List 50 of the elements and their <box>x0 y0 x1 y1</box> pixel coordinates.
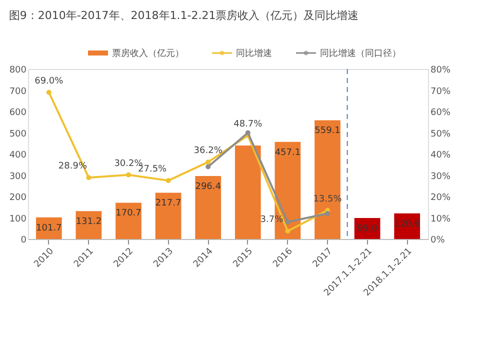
data-label: 131.2 <box>76 217 102 228</box>
point <box>206 160 211 165</box>
point <box>206 164 211 170</box>
y-tick-label: 400 <box>9 150 27 160</box>
data-label: 101.7 <box>36 223 62 234</box>
data-label: 69.0% <box>34 76 64 86</box>
point <box>245 130 250 136</box>
point <box>126 172 131 178</box>
data-label: 27.5% <box>138 164 168 175</box>
legend-label: 同比增速（同口径） <box>320 48 401 59</box>
y-tick-label: 200 <box>9 193 27 203</box>
y-tick-label: 800 <box>9 66 27 76</box>
y2-tick-label: 60% <box>430 108 451 118</box>
point <box>285 220 290 224</box>
data-label: 170.7 <box>116 208 142 219</box>
point <box>285 228 290 234</box>
data-label: 559.1 <box>314 126 340 136</box>
data-label: 296.4 <box>195 182 222 192</box>
y-tick-label: 100 <box>9 214 27 224</box>
data-label: 99.0 <box>357 224 378 234</box>
y2-tick-label: 0% <box>430 236 446 246</box>
legend-label: 票房收入（亿元） <box>112 48 184 59</box>
y-tick-label: 300 <box>9 172 27 182</box>
y2-tick-label: 10% <box>430 214 451 224</box>
point <box>325 211 330 216</box>
point <box>166 178 171 184</box>
y2-tick-label: 80% <box>430 66 451 76</box>
y2-tick-label: 70% <box>430 86 451 97</box>
y-tick-label: 500 <box>9 129 27 140</box>
legend-label: 同比增速 <box>236 48 272 59</box>
chart-title: 图9：2010年-2017年、2018年1.1-2.21票房收入（亿元）及同比增速 <box>8 9 359 22</box>
y-tick-label: 0 <box>20 236 27 246</box>
bar <box>155 192 182 239</box>
point <box>86 175 92 180</box>
y2-tick-label: 40% <box>430 150 451 160</box>
bar <box>195 176 222 239</box>
data-label: 457.1 <box>274 148 301 158</box>
data-label: 217.7 <box>155 198 182 209</box>
data-label: 120.6 <box>394 219 420 230</box>
y-tick-label: 700 <box>9 86 27 97</box>
data-label: 36.2% <box>194 146 223 156</box>
data-label: 48.7% <box>234 120 263 130</box>
bar <box>234 146 261 239</box>
bar <box>314 120 340 239</box>
y2-tick-label: 20% <box>430 193 451 203</box>
y-tick-label: 600 <box>9 108 27 118</box>
y2-tick-label: 50% <box>430 129 451 140</box>
bar <box>116 202 142 239</box>
point <box>46 90 52 95</box>
y2-tick-label: 30% <box>430 172 451 182</box>
